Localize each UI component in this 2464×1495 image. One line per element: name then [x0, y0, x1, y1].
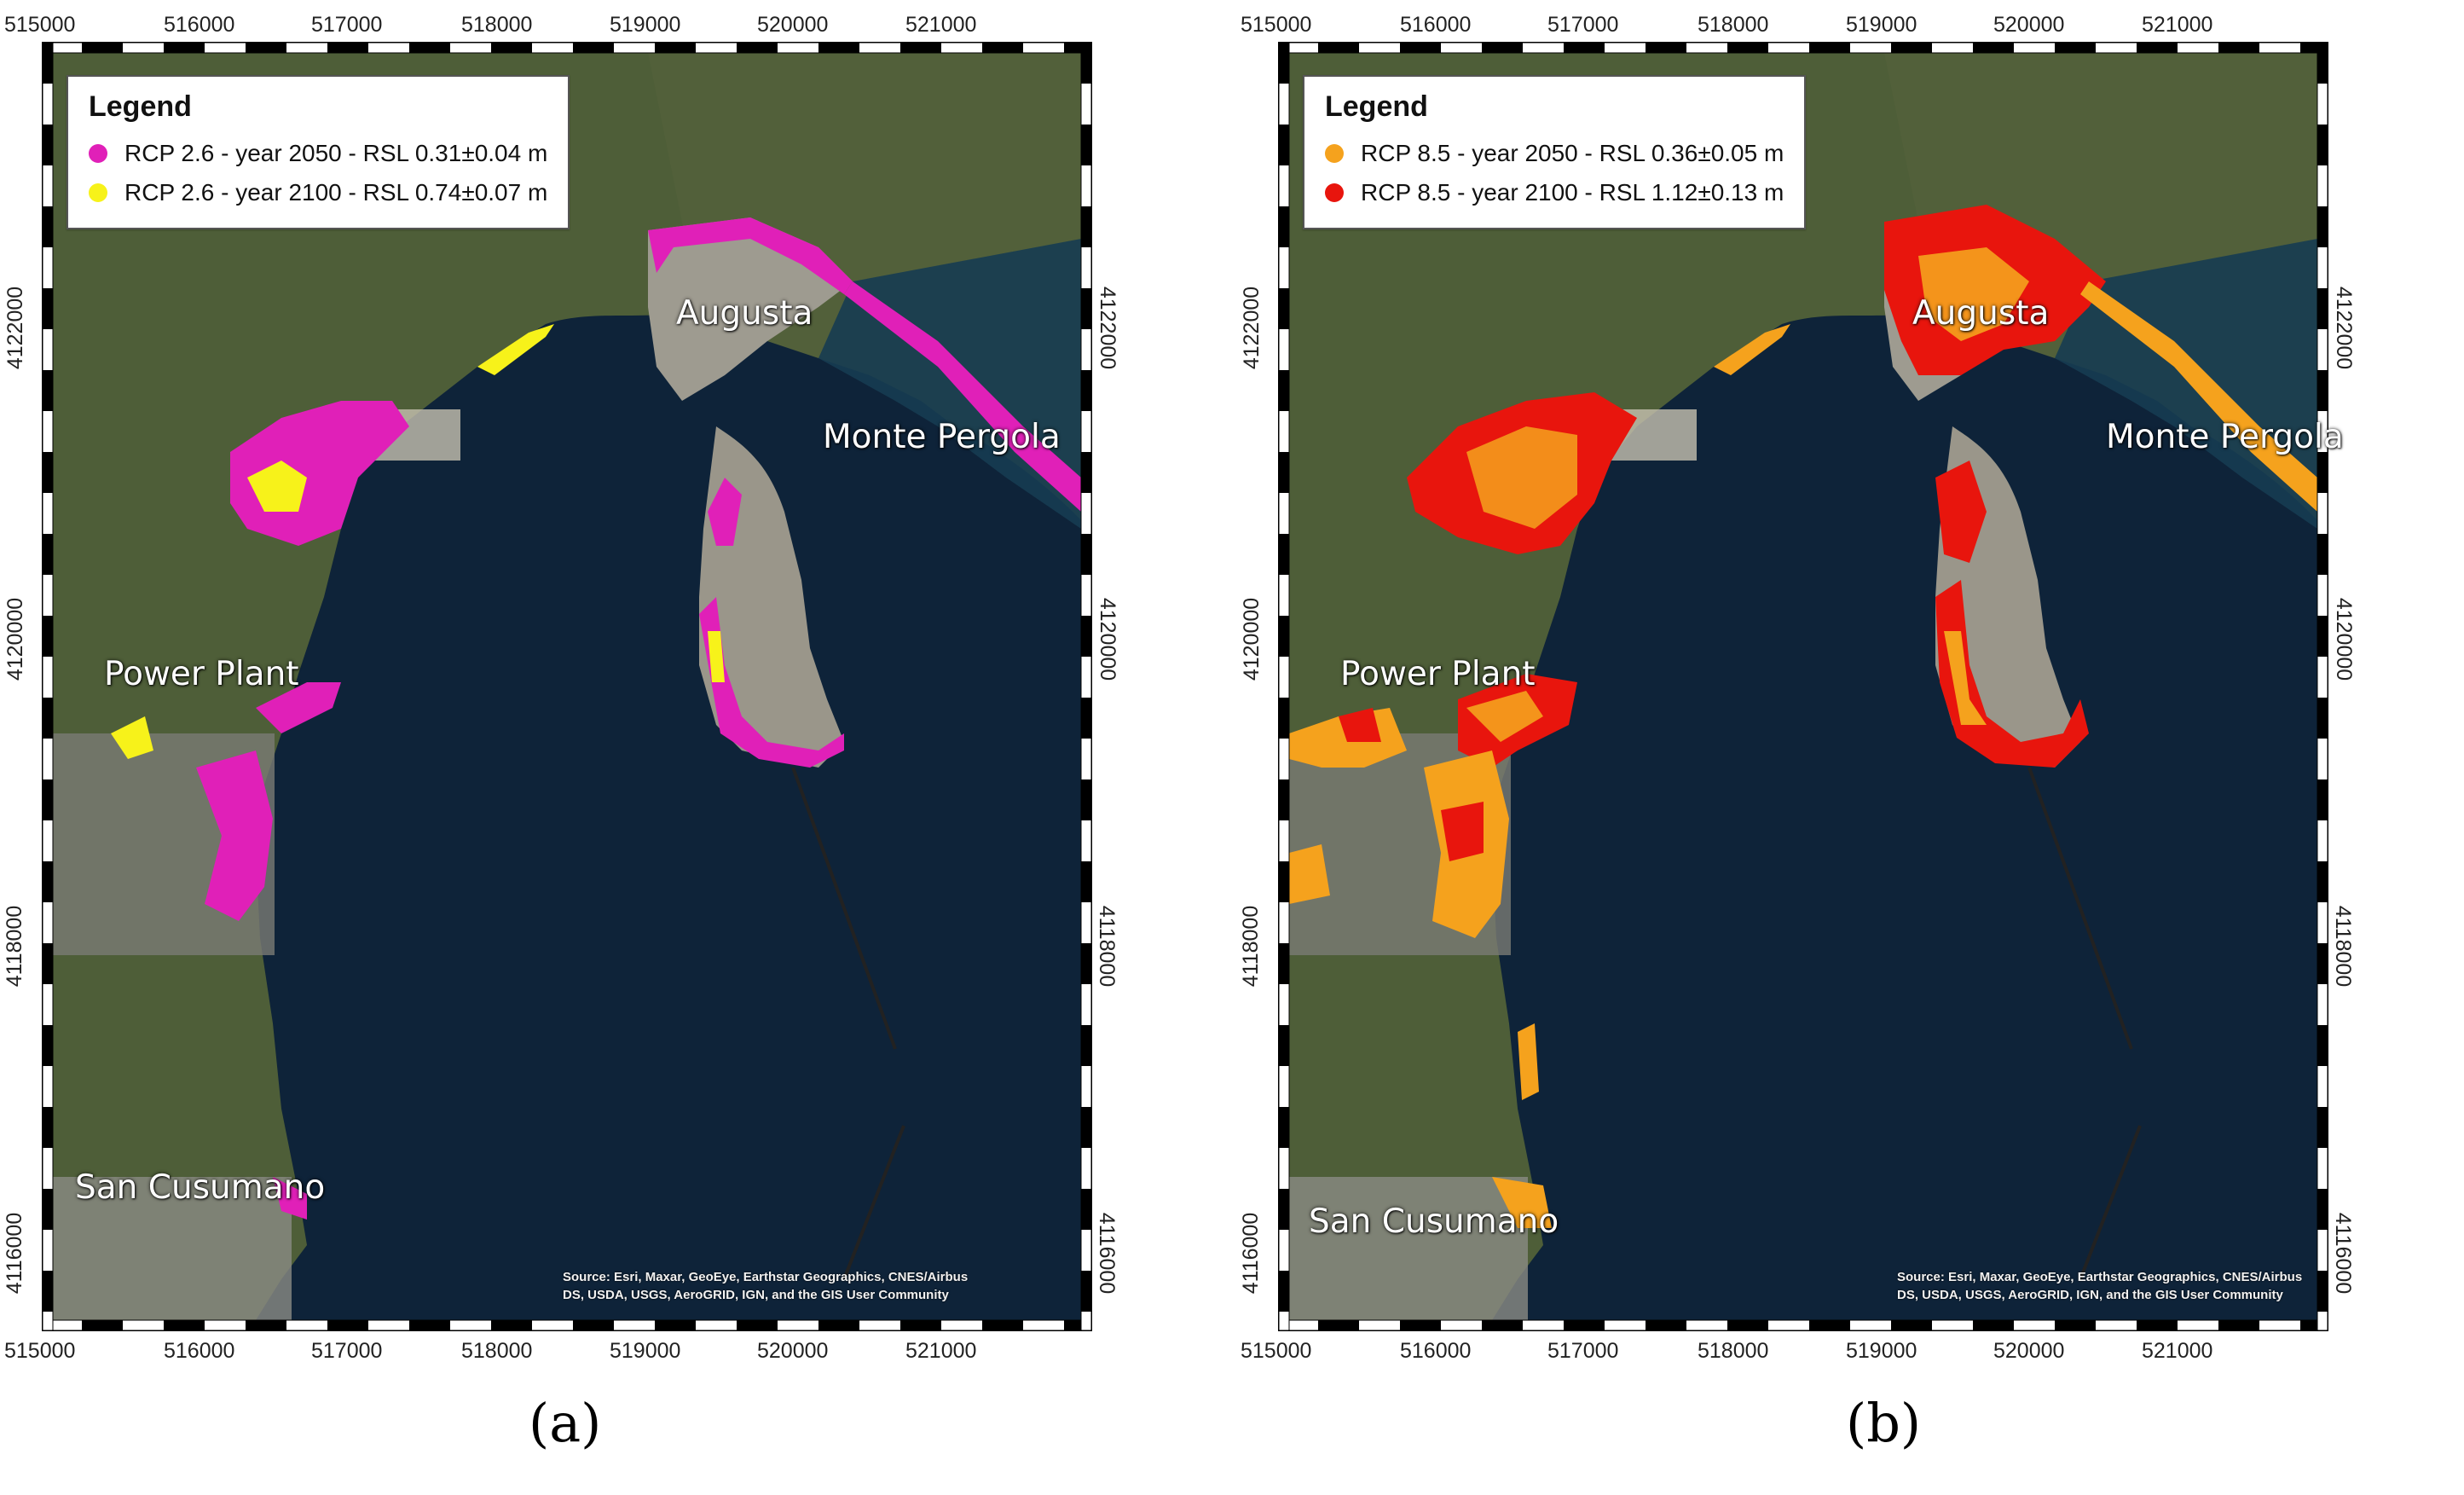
map-credit: Source: Esri, Maxar, GeoEye, Earthstar G…	[563, 1268, 968, 1304]
land-west	[1289, 53, 2317, 1320]
legend-a: Legend RCP 2.6 - year 2050 - RSL 0.31±0.…	[67, 75, 570, 229]
x-tick-label: 517000	[311, 1339, 383, 1363]
panel-caption-a: (a)	[529, 1392, 602, 1454]
y-tick-label: 4120000	[1240, 597, 1264, 681]
x-tick-label: 519000	[610, 13, 681, 37]
y-tick-label: 4122000	[1096, 286, 1120, 370]
x-tick-label: 518000	[461, 1339, 533, 1363]
breakwater	[2027, 767, 2133, 1050]
x-tick-label: 518000	[461, 13, 533, 37]
legend-entry: RCP 8.5 - year 2050 - RSL 0.36±0.05 m	[1325, 134, 1784, 173]
x-tick-label: 515000	[1241, 13, 1312, 37]
x-tick-label: 516000	[1400, 13, 1472, 37]
place-label-monte-pergola: Monte Pergola	[2106, 418, 2344, 456]
legend-entry-label: RCP 8.5 - year 2100 - RSL 1.12±0.13 m	[1361, 179, 1784, 206]
x-tick-label: 517000	[311, 13, 383, 37]
land-west	[53, 53, 1081, 1320]
x-tick-label: 516000	[164, 1339, 235, 1363]
x-tick-label: 519000	[1846, 1339, 1917, 1363]
y-tick-label: 4116000	[2331, 1212, 2356, 1295]
legend-entry-label: RCP 2.6 - year 2100 - RSL 0.74±0.07 m	[124, 179, 548, 206]
flood-zones-a	[111, 217, 1081, 1220]
san-cusumano-area	[1289, 1177, 1528, 1320]
x-tick-label: 517000	[1547, 13, 1619, 37]
map-frame-a	[42, 42, 1092, 1331]
breakwater	[791, 767, 897, 1050]
place-label-san-cusumano: San Cusumano	[75, 1168, 326, 1207]
y-tick-label: 4118000	[1095, 905, 1119, 988]
x-tick-label: 519000	[610, 1339, 681, 1363]
legend-entry: RCP 2.6 - year 2050 - RSL 0.31±0.04 m	[89, 134, 547, 173]
legend-entry-label: RCP 8.5 - year 2050 - RSL 0.36±0.05 m	[1361, 140, 1784, 166]
legend-b: Legend RCP 8.5 - year 2050 - RSL 0.36±0.…	[1303, 75, 1807, 229]
y-tick-label: 4122000	[3, 286, 28, 370]
x-tick-label: 515000	[4, 1339, 76, 1363]
credit-line: DS, USDA, USGS, AeroGRID, IGN, and the G…	[563, 1288, 949, 1302]
x-tick-label: 515000	[4, 13, 76, 37]
place-label-san-cusumano: San Cusumano	[1309, 1202, 1559, 1241]
legend-title: Legend	[1325, 90, 1428, 123]
x-tick-label: 515000	[1241, 1339, 1312, 1363]
y-tick-label: 4118000	[1239, 905, 1264, 988]
map-panel-a: Legend RCP 2.6 - year 2050 - RSL 0.31±0.…	[0, 0, 1228, 1495]
legend-swatch-magenta	[89, 144, 107, 163]
x-tick-label: 521000	[905, 13, 977, 37]
credit-line: DS, USDA, USGS, AeroGRID, IGN, and the G…	[1897, 1288, 2283, 1302]
place-label-augusta: Augusta	[676, 294, 813, 333]
legend-swatch-yellow	[89, 183, 107, 202]
panel-caption-b: (b)	[1846, 1392, 1922, 1454]
y-tick-label: 4116000	[3, 1212, 27, 1295]
map-credit: Source: Esri, Maxar, GeoEye, Earthstar G…	[1897, 1268, 2302, 1304]
legend-entry: RCP 2.6 - year 2100 - RSL 0.74±0.07 m	[89, 173, 547, 212]
x-tick-label: 518000	[1698, 13, 1769, 37]
y-tick-label: 4118000	[2331, 905, 2356, 988]
flood-zones-b	[1289, 205, 2317, 1228]
y-tick-label: 4116000	[1095, 1212, 1119, 1295]
x-tick-label: 519000	[1846, 13, 1917, 37]
y-tick-label: 4122000	[2332, 286, 2357, 370]
y-tick-label: 4120000	[2332, 597, 2357, 681]
place-label-power-plant: Power Plant	[104, 655, 299, 693]
x-tick-label: 520000	[1993, 1339, 2065, 1363]
legend-title: Legend	[89, 90, 192, 123]
y-tick-label: 4116000	[1239, 1212, 1264, 1295]
x-tick-label: 520000	[757, 1339, 829, 1363]
y-tick-label: 4120000	[1096, 597, 1120, 681]
map-frame-b	[1278, 42, 2328, 1331]
x-tick-label: 518000	[1698, 1339, 1769, 1363]
x-tick-label: 521000	[905, 1339, 977, 1363]
place-label-power-plant: Power Plant	[1340, 655, 1536, 693]
breakwater-south	[842, 1125, 905, 1280]
map-panel-b: Legend RCP 8.5 - year 2050 - RSL 0.36±0.…	[1236, 0, 2464, 1495]
place-label-augusta: Augusta	[1912, 294, 2050, 333]
breakwater-south	[2079, 1125, 2142, 1280]
x-tick-label: 516000	[164, 13, 235, 37]
legend-swatch-red	[1325, 183, 1344, 202]
x-tick-label: 516000	[1400, 1339, 1472, 1363]
place-label-monte-pergola: Monte Pergola	[823, 418, 1061, 456]
x-tick-label: 521000	[2142, 13, 2213, 37]
legend-entry-label: RCP 2.6 - year 2050 - RSL 0.31±0.04 m	[124, 140, 548, 166]
legend-swatch-orange	[1325, 144, 1344, 163]
y-tick-label: 4120000	[3, 597, 28, 681]
san-cusumano-area	[53, 1177, 292, 1320]
x-tick-label: 520000	[757, 13, 829, 37]
x-tick-label: 521000	[2142, 1339, 2213, 1363]
y-tick-label: 4118000	[3, 905, 27, 988]
y-tick-label: 4122000	[1240, 286, 1264, 370]
credit-line: Source: Esri, Maxar, GeoEye, Earthstar G…	[563, 1270, 969, 1284]
legend-entry: RCP 8.5 - year 2100 - RSL 1.12±0.13 m	[1325, 173, 1784, 212]
x-tick-label: 517000	[1547, 1339, 1619, 1363]
credit-line: Source: Esri, Maxar, GeoEye, Earthstar G…	[1897, 1270, 2303, 1284]
x-tick-label: 520000	[1993, 13, 2065, 37]
